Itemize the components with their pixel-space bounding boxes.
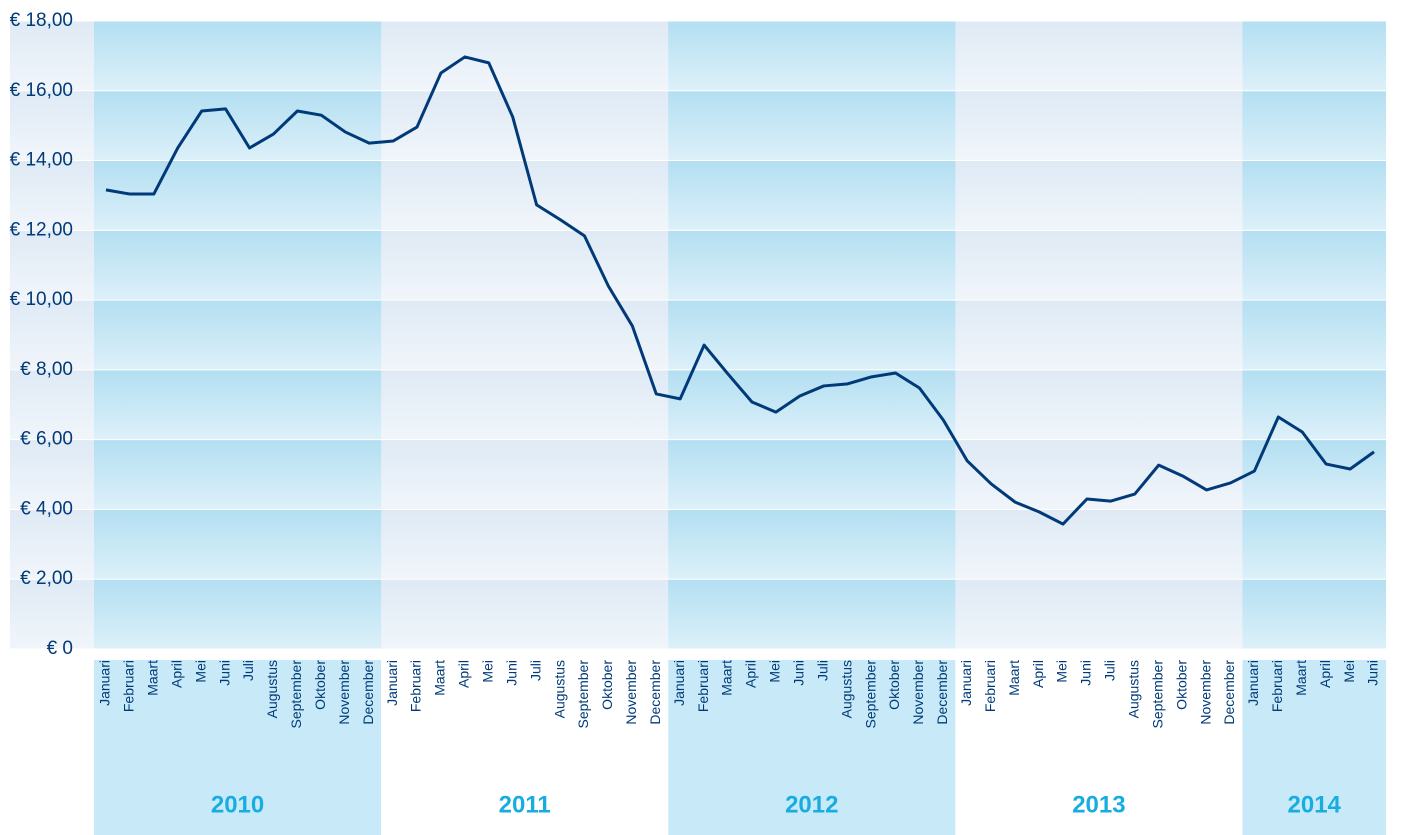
x-tick-label: November <box>623 660 639 725</box>
x-tick-label: Februari <box>1269 660 1285 712</box>
x-tick-label: April <box>1030 660 1046 688</box>
data-line <box>105 55 1375 526</box>
year-label-band <box>1242 660 1386 835</box>
x-tick-label: September <box>1149 660 1165 729</box>
x-tick-label: Juni <box>791 660 807 686</box>
x-tick-label: Juli <box>240 660 256 681</box>
x-tick-label: Oktober <box>886 660 902 710</box>
x-tick-label: Juli <box>527 660 543 681</box>
x-tick-label: Maart <box>719 660 735 696</box>
x-tick-label: Juni <box>503 660 519 686</box>
row-stripe <box>10 160 1386 231</box>
y-tick-label: € 0 <box>47 638 73 659</box>
x-tick-label: Maart <box>145 660 161 696</box>
x-tick-label: December <box>934 660 950 725</box>
y-tick-label: € 12,00 <box>10 219 73 240</box>
x-tick-label: Juni <box>216 660 232 686</box>
x-tick-label: Januari <box>1245 660 1261 706</box>
year-label: 2012 <box>785 791 838 818</box>
x-tick-label: Augustus <box>264 660 280 718</box>
x-tick-label: November <box>336 660 352 725</box>
x-tick-label: Mei <box>1341 660 1357 683</box>
y-tick-label: € 6,00 <box>20 429 73 450</box>
x-tick-label: September <box>288 660 304 729</box>
year-label-band <box>94 660 382 835</box>
y-tick-label: € 10,00 <box>10 289 73 310</box>
row-stripe <box>10 230 1386 301</box>
x-tick-label: April <box>456 660 472 688</box>
x-tick-label: Mei <box>479 660 495 683</box>
x-tick-label: Juni <box>1365 660 1381 686</box>
y-tick-label: € 8,00 <box>20 359 73 380</box>
x-tick-label: Februari <box>121 660 137 712</box>
row-stripe <box>10 439 1386 510</box>
x-tick-label: Juli <box>1102 660 1118 681</box>
x-tick-label: September <box>575 660 591 729</box>
x-tick-label: Augustus <box>838 660 854 718</box>
x-tick-label: November <box>910 660 926 725</box>
x-tick-label: Juli <box>814 660 830 681</box>
x-tick-label: Maart <box>432 660 448 696</box>
y-tick-label: € 16,00 <box>10 80 73 101</box>
x-tick-label: Oktober <box>312 660 328 710</box>
x-tick-label: Februari <box>982 660 998 712</box>
year-label: 2013 <box>1072 791 1125 818</box>
row-stripe <box>10 579 1386 649</box>
x-tick-label: Mei <box>767 660 783 683</box>
x-tick-label: Januari <box>97 660 113 706</box>
y-tick-label: € 4,00 <box>20 498 73 519</box>
x-tick-label: Februari <box>408 660 424 712</box>
x-tick-label: Maart <box>1006 660 1022 696</box>
x-tick-label: Oktober <box>599 660 615 710</box>
row-stripe <box>10 369 1386 440</box>
year-label: 2014 <box>1288 791 1342 818</box>
x-tick-label: Januari <box>671 660 687 706</box>
x-tick-label: November <box>1197 660 1213 725</box>
x-tick-label: Augustus <box>551 660 567 718</box>
x-tick-label: December <box>360 660 376 725</box>
x-tick-label: Januari <box>384 660 400 706</box>
row-stripe <box>10 21 1386 91</box>
x-tick-label: April <box>168 660 184 688</box>
year-label: 2010 <box>211 791 264 818</box>
x-tick-label: April <box>743 660 759 688</box>
year-label: 2011 <box>499 791 551 818</box>
x-tick-label: April <box>1317 660 1333 688</box>
x-tick-label: Mei <box>192 660 208 683</box>
x-tick-label: December <box>1221 660 1237 725</box>
row-stripe <box>10 90 1386 161</box>
y-tick-label: € 14,00 <box>10 150 73 171</box>
x-tick-label: Mei <box>1054 660 1070 683</box>
x-tick-label: Februari <box>695 660 711 712</box>
x-tick-label: September <box>862 660 878 729</box>
x-tick-label: Augustus <box>1125 660 1141 718</box>
year-label-band <box>668 660 956 835</box>
y-tick-label: € 18,00 <box>10 10 73 31</box>
x-tick-label: Juni <box>1078 660 1094 686</box>
x-tick-label: Januari <box>958 660 974 706</box>
row-stripe <box>10 509 1386 580</box>
x-tick-label: Maart <box>1293 660 1309 696</box>
x-tick-label: December <box>647 660 663 725</box>
y-tick-label: € 2,00 <box>20 568 73 589</box>
x-tick-label: Oktober <box>1173 660 1189 710</box>
